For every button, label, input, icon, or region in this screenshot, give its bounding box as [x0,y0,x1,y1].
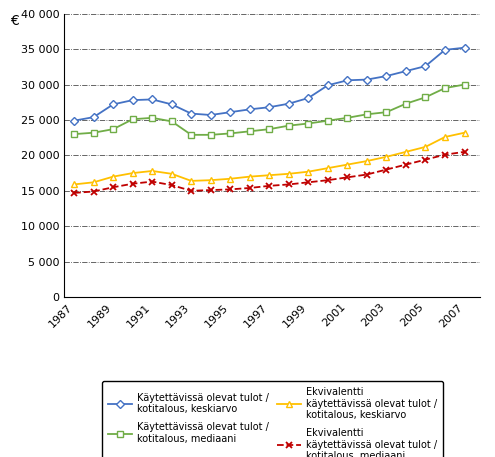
Line: Käytettävissä olevat tulot /
kotitalous, keskiarvo: Käytettävissä olevat tulot / kotitalous,… [71,45,468,124]
Käytettävissä olevat tulot /
kotitalous, mediaani [71,132,77,137]
Ekvivalentti
käytettävissä olevat tulot /
kotitalous, keskiarvo [208,177,214,183]
Käytettävissä olevat tulot /
kotitalous, mediaani [188,132,194,138]
Käytettävissä olevat tulot /
kotitalous, keskiarvo [149,97,155,102]
Ekvivalentti
käytettävissä olevat tulot /
kotitalous, keskiarvo [227,176,233,181]
Ekvivalentti
käytettävissä olevat tulot /
kotitalous, keskiarvo [345,162,350,167]
Ekvivalentti
käytettävissä olevat tulot /
kotitalous, keskiarvo [149,168,155,174]
Käytettävissä olevat tulot /
kotitalous, keskiarvo [286,101,292,106]
Ekvivalentti
käytettävissä olevat tulot /
kotitalous, mediaani [227,186,233,192]
Ekvivalentti
käytettävissä olevat tulot /
kotitalous, mediaani [266,183,272,189]
Käytettävissä olevat tulot /
kotitalous, mediaani [305,121,311,126]
Käytettävissä olevat tulot /
kotitalous, keskiarvo [442,47,448,53]
Ekvivalentti
käytettävissä olevat tulot /
kotitalous, mediaani [403,162,409,167]
Käytettävissä olevat tulot /
kotitalous, keskiarvo [208,112,214,118]
Käytettävissä olevat tulot /
kotitalous, keskiarvo [345,78,350,83]
Käytettävissä olevat tulot /
kotitalous, mediaani [149,115,155,121]
Ekvivalentti
käytettävissä olevat tulot /
kotitalous, mediaani [130,181,136,186]
Ekvivalentti
käytettävissä olevat tulot /
kotitalous, mediaani [208,187,214,193]
Ekvivalentti
käytettävissä olevat tulot /
kotitalous, keskiarvo [442,134,448,140]
Ekvivalentti
käytettävissä olevat tulot /
kotitalous, keskiarvo [91,180,97,185]
Käytettävissä olevat tulot /
kotitalous, keskiarvo [71,118,77,123]
Käytettävissä olevat tulot /
kotitalous, keskiarvo [364,77,370,82]
Käytettävissä olevat tulot /
kotitalous, keskiarvo [423,64,429,69]
Käytettävissä olevat tulot /
kotitalous, keskiarvo [403,69,409,74]
Käytettävissä olevat tulot /
kotitalous, mediaani [227,131,233,136]
Käytettävissä olevat tulot /
kotitalous, keskiarvo [325,83,331,88]
Käytettävissä olevat tulot /
kotitalous, keskiarvo [247,106,253,112]
Line: Ekvivalentti
käytettävissä olevat tulot /
kotitalous, mediaani: Ekvivalentti käytettävissä olevat tulot … [71,149,468,197]
Ekvivalentti
käytettävissä olevat tulot /
kotitalous, keskiarvo [364,158,370,164]
Käytettävissä olevat tulot /
kotitalous, keskiarvo [169,101,175,107]
Line: Käytettävissä olevat tulot /
kotitalous, mediaani: Käytettävissä olevat tulot / kotitalous,… [71,81,468,138]
Käytettävissä olevat tulot /
kotitalous, keskiarvo [188,111,194,117]
Käytettävissä olevat tulot /
kotitalous, mediaani [286,123,292,128]
Käytettävissä olevat tulot /
kotitalous, mediaani [91,130,97,135]
Käytettävissä olevat tulot /
kotitalous, keskiarvo [130,97,136,103]
Ekvivalentti
käytettävissä olevat tulot /
kotitalous, keskiarvo [110,174,116,180]
Ekvivalentti
käytettävissä olevat tulot /
kotitalous, keskiarvo [384,154,390,159]
Line: Ekvivalentti
käytettävissä olevat tulot /
kotitalous, keskiarvo: Ekvivalentti käytettävissä olevat tulot … [71,129,468,188]
Ekvivalentti
käytettävissä olevat tulot /
kotitalous, mediaani [305,180,311,185]
Käytettävissä olevat tulot /
kotitalous, mediaani [345,115,350,121]
Ekvivalentti
käytettävissä olevat tulot /
kotitalous, keskiarvo [461,130,467,135]
Ekvivalentti
käytettävissä olevat tulot /
kotitalous, mediaani [169,182,175,188]
Ekvivalentti
käytettävissä olevat tulot /
kotitalous, mediaani [71,190,77,196]
Ekvivalentti
käytettävissä olevat tulot /
kotitalous, mediaani [149,179,155,184]
Ekvivalentti
käytettävissä olevat tulot /
kotitalous, mediaani [461,149,467,154]
Ekvivalentti
käytettävissä olevat tulot /
kotitalous, keskiarvo [305,169,311,175]
Käytettävissä olevat tulot /
kotitalous, mediaani [266,127,272,132]
Käytettävissä olevat tulot /
kotitalous, mediaani [208,132,214,138]
Käytettävissä olevat tulot /
kotitalous, mediaani [247,128,253,134]
Y-axis label: €: € [10,14,19,28]
Ekvivalentti
käytettävissä olevat tulot /
kotitalous, keskiarvo [423,144,429,149]
Ekvivalentti
käytettävissä olevat tulot /
kotitalous, mediaani [247,185,253,191]
Käytettävissä olevat tulot /
kotitalous, mediaani [423,95,429,100]
Käytettävissä olevat tulot /
kotitalous, keskiarvo [461,45,467,50]
Ekvivalentti
käytettävissä olevat tulot /
kotitalous, keskiarvo [266,172,272,178]
Ekvivalentti
käytettävissä olevat tulot /
kotitalous, mediaani [364,172,370,177]
Käytettävissä olevat tulot /
kotitalous, keskiarvo [266,105,272,110]
Ekvivalentti
käytettävissä olevat tulot /
kotitalous, mediaani [442,152,448,157]
Käytettävissä olevat tulot /
kotitalous, mediaani [110,127,116,132]
Käytettävissä olevat tulot /
kotitalous, mediaani [403,101,409,106]
Ekvivalentti
käytettävissä olevat tulot /
kotitalous, keskiarvo [325,165,331,171]
Käytettävissä olevat tulot /
kotitalous, mediaani [130,117,136,122]
Ekvivalentti
käytettävissä olevat tulot /
kotitalous, mediaani [188,188,194,194]
Ekvivalentti
käytettävissä olevat tulot /
kotitalous, mediaani [110,185,116,190]
Ekvivalentti
käytettävissä olevat tulot /
kotitalous, keskiarvo [71,182,77,187]
Ekvivalentti
käytettävissä olevat tulot /
kotitalous, mediaani [345,175,350,180]
Käytettävissä olevat tulot /
kotitalous, mediaani [364,112,370,117]
Ekvivalentti
käytettävissä olevat tulot /
kotitalous, keskiarvo [169,171,175,176]
Käytettävissä olevat tulot /
kotitalous, mediaani [325,118,331,123]
Käytettävissä olevat tulot /
kotitalous, keskiarvo [384,73,390,79]
Käytettävissä olevat tulot /
kotitalous, mediaani [442,85,448,91]
Käytettävissä olevat tulot /
kotitalous, mediaani [384,109,390,115]
Ekvivalentti
käytettävissä olevat tulot /
kotitalous, keskiarvo [247,174,253,180]
Ekvivalentti
käytettävissä olevat tulot /
kotitalous, mediaani [423,157,429,162]
Käytettävissä olevat tulot /
kotitalous, mediaani [169,119,175,124]
Ekvivalentti
käytettävissä olevat tulot /
kotitalous, mediaani [325,177,331,183]
Ekvivalentti
käytettävissä olevat tulot /
kotitalous, keskiarvo [403,149,409,154]
Käytettävissä olevat tulot /
kotitalous, keskiarvo [305,95,311,101]
Käytettävissä olevat tulot /
kotitalous, keskiarvo [227,109,233,115]
Käytettävissä olevat tulot /
kotitalous, keskiarvo [110,101,116,107]
Ekvivalentti
käytettävissä olevat tulot /
kotitalous, keskiarvo [286,171,292,176]
Ekvivalentti
käytettävissä olevat tulot /
kotitalous, mediaani [286,182,292,187]
Ekvivalentti
käytettävissä olevat tulot /
kotitalous, keskiarvo [188,178,194,184]
Käytettävissä olevat tulot /
kotitalous, keskiarvo [91,114,97,120]
Ekvivalentti
käytettävissä olevat tulot /
kotitalous, mediaani [384,167,390,172]
Käytettävissä olevat tulot /
kotitalous, mediaani [461,82,467,87]
Ekvivalentti
käytettävissä olevat tulot /
kotitalous, mediaani [91,189,97,194]
Ekvivalentti
käytettävissä olevat tulot /
kotitalous, keskiarvo [130,170,136,176]
Legend: Käytettävissä olevat tulot /
kotitalous, keskiarvo, Käytettävissä olevat tulot /: Käytettävissä olevat tulot / kotitalous,… [102,381,443,457]
